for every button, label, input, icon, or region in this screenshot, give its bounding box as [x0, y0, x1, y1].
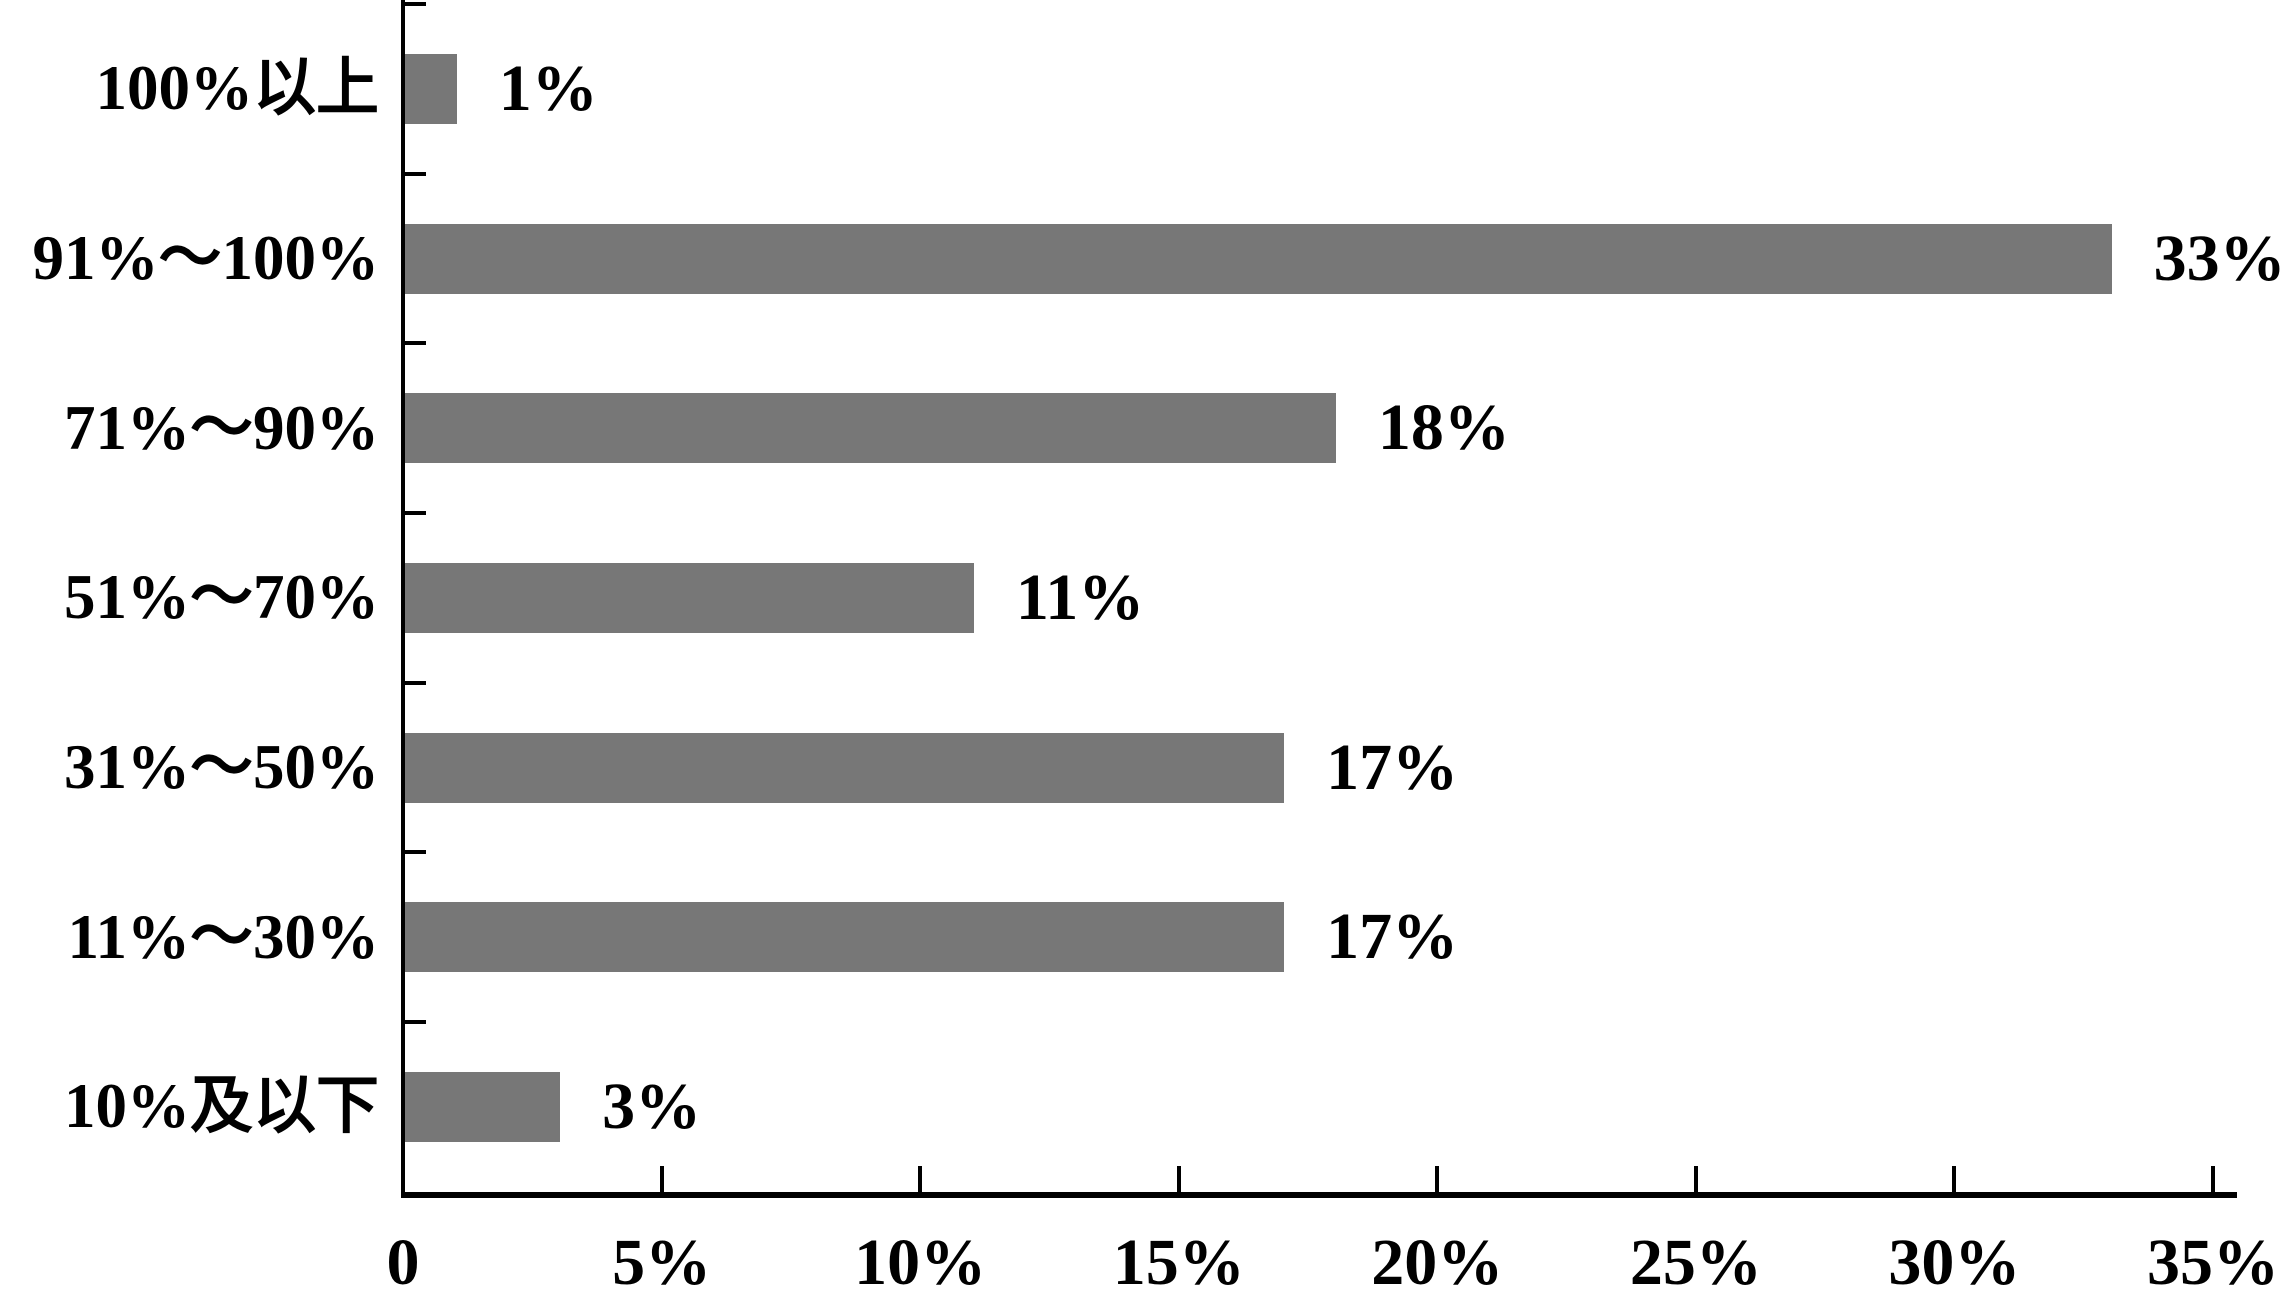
value-label: 18%: [1377, 391, 1510, 465]
bar-track: 17%: [405, 850, 2215, 1022]
bar: [405, 223, 2112, 294]
bar-track: 17%: [405, 680, 2215, 853]
x-tick: [659, 1166, 664, 1192]
x-tick: [1435, 1166, 1440, 1192]
category-label: 71%～90%: [64, 392, 379, 463]
bar-track: 1%: [405, 2, 2215, 174]
plot-area: 100%以上 1% 91%～100% 33% 71%～90% 18% 51%～7…: [0, 2, 2288, 1192]
x-tick: [1952, 1166, 1957, 1192]
bar-row: 71%～90% 18%: [0, 341, 2288, 513]
bar: [405, 732, 1285, 803]
x-tick: [1176, 1166, 1181, 1192]
bar: [405, 1071, 561, 1142]
x-tick: [918, 1166, 923, 1192]
value-label: 17%: [1326, 900, 1459, 974]
category-label: 100%以上: [95, 53, 380, 124]
y-axis: [401, 0, 405, 1194]
x-tick: [2211, 1166, 2215, 1192]
bar-row: 100%以上 1%: [0, 2, 2288, 174]
x-tick: [1693, 1166, 1698, 1192]
x-tick: [401, 1166, 405, 1192]
bar-row: 11%～30% 17%: [0, 850, 2288, 1022]
x-tick-label: 0: [386, 1226, 420, 1299]
value-label: 1%: [498, 51, 598, 125]
bar-track: 11%: [405, 511, 2215, 683]
category-label: 31%～50%: [64, 732, 379, 803]
x-tick-label: 25%: [1629, 1226, 1762, 1299]
bar: [405, 902, 1285, 973]
value-label: 17%: [1326, 730, 1459, 804]
value-label: 11%: [1015, 560, 1145, 634]
value-label: 33%: [2153, 221, 2286, 295]
x-tick-label: 10%: [854, 1226, 987, 1299]
bar-row: 51%～70% 11%: [0, 511, 2288, 683]
bar: [405, 393, 1336, 464]
x-tick-label: 30%: [1888, 1226, 2021, 1299]
bar: [405, 53, 457, 124]
bar: [405, 562, 974, 633]
bar-track: 3%: [405, 1020, 2215, 1192]
bar-row: 31%～50% 17%: [0, 680, 2288, 853]
x-tick-label: 15%: [1112, 1226, 1245, 1299]
x-axis-labels: 0 5% 10% 15% 20% 25% 30% 35%: [387, 1226, 2280, 1300]
bar-track: 18%: [405, 341, 2215, 513]
category-label: 51%～70%: [64, 562, 379, 633]
x-tick-label: 5%: [612, 1226, 712, 1299]
bar-row: 91%～100% 33%: [0, 171, 2288, 344]
x-tick-label: 20%: [1371, 1226, 1504, 1299]
x-axis-ticks: [401, 1166, 2215, 1192]
category-label: 10%及以下: [64, 1071, 379, 1142]
bar-track: 33%: [405, 171, 2286, 344]
bar-row: 10%及以下 3%: [0, 1020, 2288, 1192]
value-label: 3%: [602, 1069, 702, 1143]
category-label: 11%～30%: [67, 901, 379, 972]
x-tick-label: 35%: [2147, 1226, 2279, 1299]
category-label: 91%～100%: [32, 223, 380, 294]
x-axis: [401, 1192, 2237, 1198]
